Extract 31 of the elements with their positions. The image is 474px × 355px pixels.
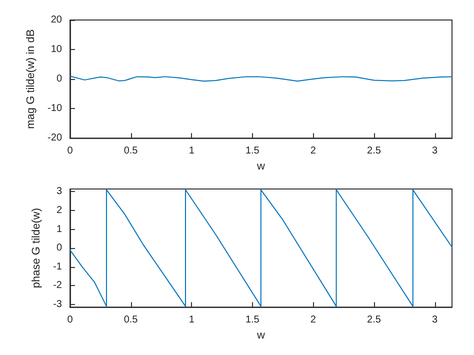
- x-tick-label: 2: [310, 314, 316, 326]
- x-tick-label: 1: [188, 314, 195, 326]
- y-tick-label: 0: [56, 242, 62, 254]
- y-tick-label: 20: [50, 14, 62, 26]
- y-tick-label: -3: [53, 298, 62, 310]
- x-tick-label: 0: [67, 146, 74, 157]
- x-tick-label: 0: [67, 314, 74, 326]
- x-tick-label: 1: [188, 146, 195, 157]
- y-tick-label: -2: [53, 280, 62, 292]
- x-tick-label: 2: [310, 146, 316, 157]
- y-tick-label: 10: [50, 44, 62, 56]
- y-tick-label: 1: [56, 224, 62, 235]
- x-tick-label: 0.5: [124, 146, 138, 157]
- y-tick-label: 3: [56, 186, 62, 198]
- y-axis-title: phase G tilde(w): [30, 208, 43, 288]
- x-tick-label: 2.5: [367, 146, 382, 157]
- x-axis-title: w: [256, 330, 266, 342]
- x-tick-label: 1.5: [245, 146, 260, 157]
- x-tick-label: 0.5: [124, 314, 138, 326]
- x-tick-label: 1.5: [245, 314, 260, 326]
- y-tick-label: -20: [48, 132, 62, 144]
- y-tick-label: -10: [48, 103, 62, 114]
- y-axis-title: mag G tilde(w) in dB: [25, 29, 38, 129]
- y-tick-label: 2: [56, 204, 62, 216]
- x-axis-title: w: [256, 160, 266, 172]
- y-tick-label: 0: [56, 74, 62, 85]
- x-tick-label: 3: [432, 314, 438, 326]
- y-tick-label: -1: [53, 261, 62, 272]
- x-tick-label: 2.5: [367, 314, 382, 326]
- line-series: [70, 189, 452, 307]
- x-tick-label: 3: [432, 146, 438, 157]
